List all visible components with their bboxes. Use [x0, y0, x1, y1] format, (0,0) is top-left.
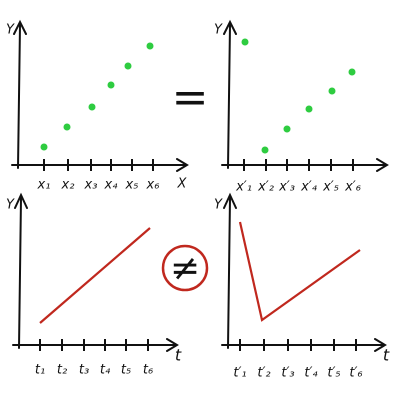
x-label: t: [175, 346, 182, 365]
tick-label: x′₃: [278, 180, 295, 195]
y-label: Y: [6, 198, 15, 213]
tick-label: x′₆: [344, 180, 361, 195]
tick-label: x₆: [146, 178, 160, 193]
tick-label: x₄: [104, 178, 119, 193]
tick-label: x₃: [84, 178, 98, 193]
axes: [12, 192, 179, 352]
tick-label: x′₂: [257, 180, 274, 195]
tick-label: t₄: [100, 363, 111, 378]
tick-label: t′₄: [304, 366, 318, 381]
circle: [161, 244, 209, 292]
dots: [241, 38, 356, 154]
tick-label: t′₂: [257, 366, 270, 381]
axes: [11, 19, 189, 172]
x-label: t: [383, 346, 390, 365]
relation: =: [172, 72, 209, 123]
tick-label: x′₁: [235, 180, 252, 195]
tick-label: t₅: [121, 363, 131, 378]
tick-label: t₆: [143, 363, 153, 378]
tick-label: x₂: [61, 178, 75, 193]
y-label: Y: [6, 23, 15, 38]
tick-label: x′₄: [300, 180, 318, 195]
tick-label: x₁: [37, 178, 51, 193]
tick-label: t′₁: [233, 366, 246, 381]
tick-label: t′₃: [281, 366, 294, 381]
x-label: X: [177, 177, 188, 192]
line: [39, 227, 151, 324]
tick-label: t₂: [57, 363, 67, 378]
tick-label: x′₅: [322, 180, 339, 195]
dots: [40, 42, 154, 151]
relation: ≠: [170, 248, 200, 289]
axes: [221, 19, 389, 172]
line: [238, 221, 361, 322]
tick-label: x₅: [125, 178, 139, 193]
y-label: Y: [214, 23, 223, 38]
tick-label: t₃: [79, 363, 89, 378]
tick-label: t₁: [35, 363, 45, 378]
axes: [221, 192, 387, 352]
tick-label: t′₅: [327, 366, 340, 381]
tick-label: t′₆: [349, 366, 362, 381]
y-label: Y: [214, 198, 223, 213]
